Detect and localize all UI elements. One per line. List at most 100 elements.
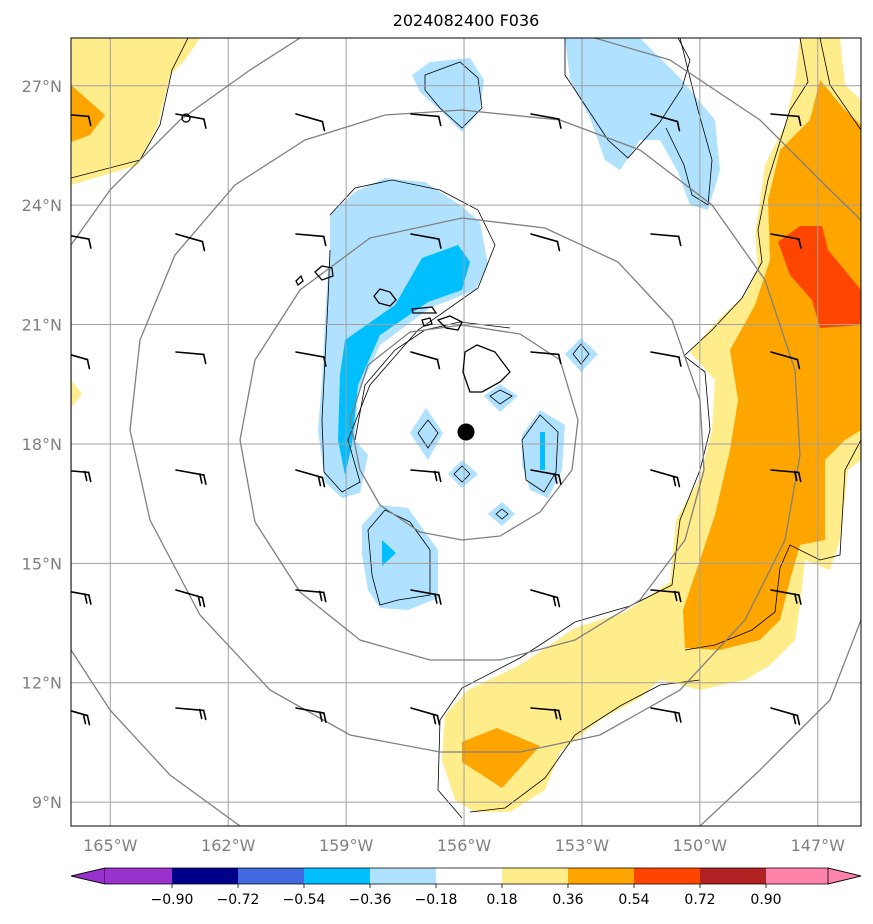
contour-northeast <box>564 38 691 159</box>
wind-barb <box>175 351 207 365</box>
negative-anomaly-shading <box>318 38 720 610</box>
wind-barb <box>410 233 442 249</box>
contour-north <box>424 61 483 129</box>
colorbar-segment <box>436 868 502 884</box>
wind-barb <box>295 351 327 367</box>
hawaiian-islands <box>181 113 511 393</box>
deep-blue-region-west <box>338 245 470 475</box>
wind-barb <box>770 351 801 370</box>
wind-barb <box>650 233 682 247</box>
wind-barb <box>295 233 327 247</box>
y-tick-label: 9°N <box>32 793 62 812</box>
colorbar-segment <box>172 868 238 884</box>
wind-barb <box>295 707 327 723</box>
y-tick-label: 15°N <box>22 554 62 573</box>
colorbar-tick-label: 0.72 <box>684 892 715 908</box>
wind-barb <box>410 707 441 726</box>
range-ring-2 <box>239 217 705 661</box>
wind-barb <box>410 351 441 370</box>
wind-barb <box>410 113 442 127</box>
axis-tick-labels: 165°W 162°W 159°W 156°W 153°W 150°W 147°W 27°N 2… <box>22 77 845 855</box>
y-tick-label: 24°N <box>22 196 62 215</box>
island-niihau <box>295 274 304 287</box>
colorbar-tick-label: 0.36 <box>552 892 583 908</box>
wind-barb <box>71 710 91 726</box>
deep-blue-spot-east <box>540 432 545 470</box>
wind-barb <box>175 589 206 608</box>
colorbar-tick-label: −0.18 <box>415 892 458 908</box>
wind-barb <box>410 589 442 605</box>
island-kauai <box>314 265 334 281</box>
wind-barb <box>295 589 327 603</box>
wind-barb <box>770 469 802 483</box>
island-hawaii <box>462 344 511 393</box>
y-tick-label: 18°N <box>22 435 62 454</box>
island-maui <box>436 315 463 331</box>
light-blue-region-north <box>412 58 484 132</box>
wind-barb <box>530 589 561 608</box>
range-ring-1 <box>349 324 579 541</box>
contour-diamond-1 <box>417 419 439 449</box>
colorbar-tick-label: 0.18 <box>486 892 517 908</box>
contour-diamond-4 <box>572 343 590 365</box>
colorbar-extend-high <box>827 867 862 885</box>
wind-barb <box>770 707 801 726</box>
x-tick-label: 165°W <box>83 836 138 855</box>
colorbar-segment <box>502 868 568 884</box>
island-northwest-dot <box>181 113 191 123</box>
wind-barb <box>71 354 91 370</box>
orange-blob-south <box>462 728 540 788</box>
wind-barb <box>530 233 561 252</box>
light-blue-spot-2 <box>448 460 478 488</box>
wind-barb <box>650 589 682 603</box>
island-lanai <box>421 317 433 327</box>
wind-barb <box>71 234 92 249</box>
colorbar-segment <box>766 868 828 884</box>
deep-blue-spot-southwest <box>382 540 396 566</box>
contour-lines <box>71 38 861 819</box>
wind-barb <box>530 113 562 129</box>
x-tick-label: 150°W <box>673 836 728 855</box>
y-tick-label: 27°N <box>22 77 62 96</box>
contour-center <box>354 321 511 441</box>
wind-barb <box>295 113 326 132</box>
positive-anomaly-shading <box>71 38 861 812</box>
figure-title: 2024082400 F036 <box>393 11 540 30</box>
wind-barb <box>175 233 206 252</box>
y-tick-label: 21°N <box>22 316 62 335</box>
wind-barb <box>530 351 562 365</box>
yellow-spot-west <box>71 380 82 408</box>
colorbar-segment <box>634 868 700 884</box>
wind-barb <box>71 470 92 483</box>
colorbar-segment <box>105 868 172 884</box>
colorbar-tick-label: −0.72 <box>217 892 260 908</box>
colorbar-segment <box>238 868 304 884</box>
colorbar-segment <box>568 868 634 884</box>
wind-barb <box>650 469 681 488</box>
light-blue-region-northeast <box>565 38 720 210</box>
wind-barb <box>770 589 802 605</box>
wind-barb <box>175 469 207 485</box>
contour-east-lower <box>684 439 861 651</box>
wind-barb <box>770 113 802 127</box>
colorbar-tick-label: −0.54 <box>283 892 326 908</box>
wind-barb <box>175 707 207 721</box>
storm-center-marker <box>457 423 475 441</box>
contour-diamond-5 <box>489 389 513 405</box>
range-rings <box>71 38 861 826</box>
island-oahu <box>373 288 397 307</box>
orange-band-east <box>683 80 861 650</box>
colorbar-tick-label: 0.90 <box>750 892 781 908</box>
colorbar-tick-label: −0.90 <box>151 892 194 908</box>
colorbar-segment <box>700 868 766 884</box>
plot-frame <box>70 37 862 827</box>
colorbar-segment <box>304 868 370 884</box>
contour-northwest <box>71 38 189 179</box>
wind-barb <box>295 469 326 488</box>
contour-east-inner <box>819 38 861 131</box>
wind-barb <box>770 233 802 249</box>
wind-barb <box>530 707 562 721</box>
contour-east-loop <box>521 414 559 493</box>
wind-barb <box>650 707 682 723</box>
